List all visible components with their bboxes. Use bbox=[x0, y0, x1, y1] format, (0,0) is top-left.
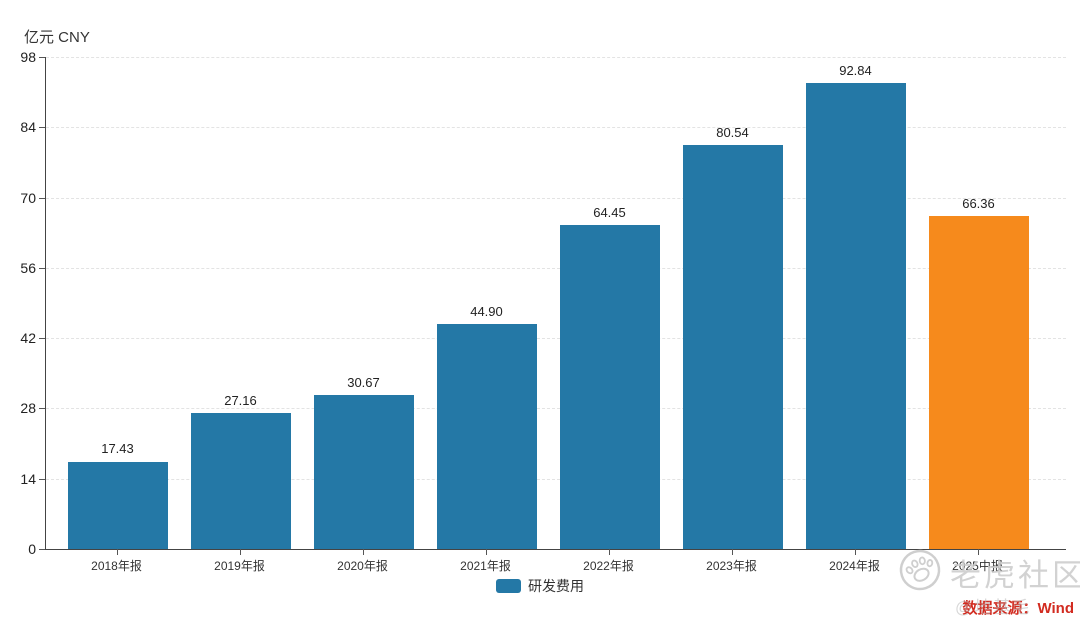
x-axis-tick bbox=[854, 549, 856, 555]
x-axis-tick bbox=[116, 549, 118, 555]
gridline bbox=[46, 338, 1066, 340]
gridline bbox=[46, 267, 1066, 269]
gridline bbox=[46, 197, 1066, 199]
bar-2022年报[interactable] bbox=[559, 225, 660, 549]
x-axis-label-2018年报: 2018年报 bbox=[91, 559, 142, 573]
y-axis-unit-label: 亿元 CNY bbox=[24, 29, 90, 46]
legend-swatch-icon bbox=[496, 579, 521, 593]
x-axis-tick bbox=[731, 549, 733, 555]
y-axis-tick bbox=[39, 549, 45, 550]
y-axis-tick bbox=[39, 127, 45, 129]
bar-value-label: 27.16 bbox=[224, 392, 257, 408]
x-axis-tick bbox=[977, 549, 979, 555]
bar-2024年报[interactable] bbox=[805, 82, 906, 549]
x-axis-tick bbox=[362, 549, 364, 555]
bar-2025中报[interactable] bbox=[928, 215, 1029, 549]
x-axis-label-2021年报: 2021年报 bbox=[460, 559, 511, 573]
plot-area: 17.43 27.16 30.67 44.90 64.45 80.54 92.84 66.36 bbox=[45, 57, 1066, 550]
bar-value-label: 30.67 bbox=[347, 375, 380, 391]
bar-2019年报[interactable] bbox=[190, 412, 291, 549]
y-axis-tick-label: 98 bbox=[20, 49, 36, 65]
x-axis-label-2019年报: 2019年报 bbox=[214, 559, 265, 573]
y-axis-tick-label: 56 bbox=[20, 259, 36, 276]
bar-value-label: 66.36 bbox=[962, 195, 995, 211]
bar-value-label: 17.43 bbox=[101, 441, 134, 457]
y-axis-tick-label: 42 bbox=[20, 330, 36, 347]
gridline bbox=[46, 57, 1066, 58]
bar-2021年报[interactable] bbox=[436, 323, 537, 549]
x-axis-label-2023年报: 2023年报 bbox=[706, 559, 757, 573]
data-source-text: 数据来源：Wind bbox=[962, 600, 1074, 617]
y-axis-tick bbox=[39, 267, 45, 269]
y-axis-tick-label: 28 bbox=[20, 400, 36, 417]
legend: 研发费用 bbox=[0, 576, 1080, 596]
y-axis-tick bbox=[39, 478, 45, 480]
y-axis-tick bbox=[39, 57, 45, 58]
y-axis-tick-label: 0 bbox=[28, 541, 36, 557]
x-axis-tick bbox=[608, 549, 610, 555]
bar-2020年报[interactable] bbox=[313, 395, 414, 549]
y-axis-tick bbox=[39, 408, 45, 410]
bar-value-label: 80.54 bbox=[716, 124, 749, 140]
bar-value-label: 44.90 bbox=[470, 303, 503, 319]
gridline bbox=[46, 478, 1066, 480]
y-axis-tick-label: 70 bbox=[20, 189, 36, 206]
y-axis-tick-label: 84 bbox=[20, 119, 36, 136]
gridline bbox=[46, 127, 1066, 129]
x-axis-label-2020年报: 2020年报 bbox=[337, 559, 388, 573]
x-axis-tick bbox=[239, 549, 241, 555]
y-axis-tick bbox=[39, 338, 45, 340]
y-axis-tick bbox=[39, 197, 45, 199]
bar-value-label: 64.45 bbox=[593, 205, 626, 221]
legend-label: 研发费用 bbox=[528, 578, 584, 594]
gridline bbox=[46, 408, 1066, 410]
y-axis-tick-label: 14 bbox=[20, 470, 36, 487]
x-axis-tick bbox=[485, 549, 487, 555]
bar-2023年报[interactable] bbox=[682, 144, 783, 549]
x-axis-label-2024年报: 2024年报 bbox=[829, 559, 880, 573]
bar-value-label: 92.84 bbox=[839, 62, 872, 78]
bar-2018年报[interactable] bbox=[67, 461, 168, 549]
legend-item-rd-expense[interactable]: 研发费用 bbox=[496, 576, 584, 596]
x-axis-label-2025中报: 2025中报 bbox=[952, 559, 1003, 573]
x-axis-label-2022年报: 2022年报 bbox=[583, 559, 634, 573]
